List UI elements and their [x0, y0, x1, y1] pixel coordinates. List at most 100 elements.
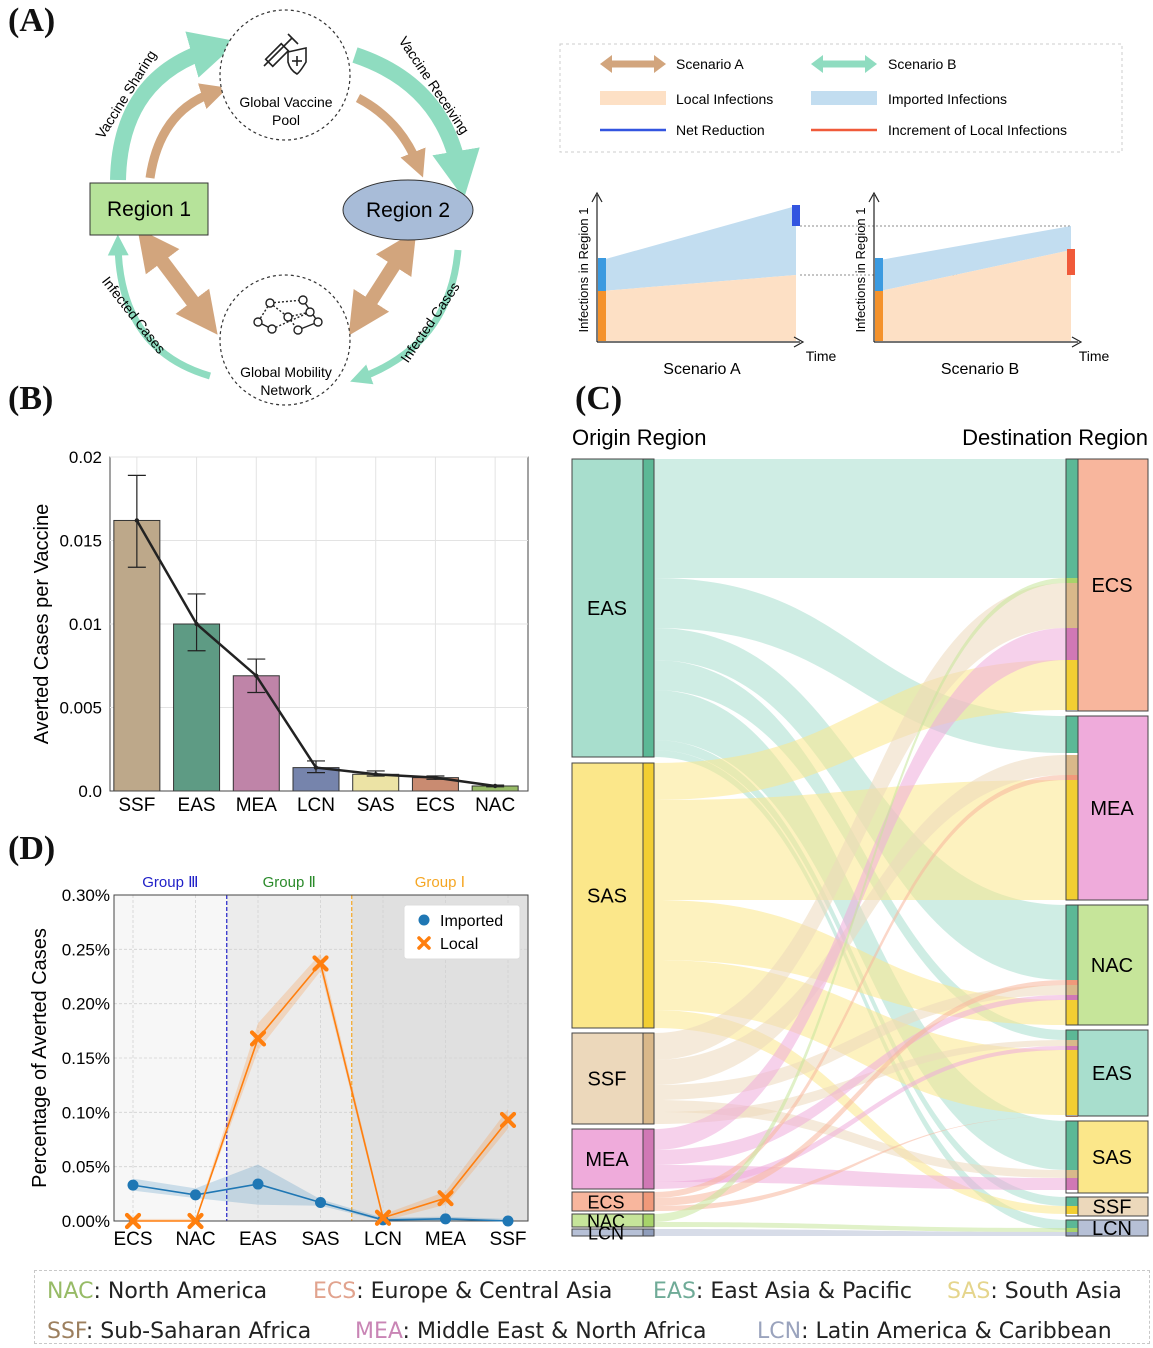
mini-a-xlabel: Time: [806, 348, 837, 364]
dest-node-ssf: [1077, 1196, 1149, 1217]
region-legend-item-eas: EAS: East Asia & Pacific: [653, 1279, 912, 1304]
flow-eas-mea: [654, 578, 1066, 753]
dest-bar-sas: [1065, 1120, 1079, 1194]
region-legend-item-ssf: SSF: Sub-Saharan Africa: [47, 1319, 311, 1344]
group3-background: [114, 895, 227, 1221]
origin-bar-eas: [642, 458, 655, 758]
region-code: LCN: [757, 1319, 802, 1344]
y-tick-label: 0.30%: [62, 886, 110, 905]
bar-lcn: [292, 767, 340, 792]
origin-bar-nac: [642, 1213, 655, 1228]
vaccine-receiving-arrow: [352, 47, 480, 199]
y-tick-label: 0.01: [69, 615, 102, 634]
marker-local: [499, 1111, 517, 1129]
x-tick-label: SSF: [490, 1229, 527, 1250]
legend-scenario-b: Scenario B: [888, 56, 956, 72]
region-name: : Latin America & Caribbean: [801, 1319, 1112, 1344]
y-axis-label: Percentage of Averted Cases: [29, 928, 51, 1188]
flow-nac-ecs: [654, 578, 1066, 1222]
infected-cases-left-arrow: [107, 234, 211, 380]
dest-segment: [1066, 755, 1078, 775]
marker-imported: [315, 1197, 326, 1209]
dest-segment: [1066, 780, 1078, 900]
dest-segment: [1066, 905, 1078, 980]
region-name: : Middle East & North Africa: [402, 1319, 707, 1344]
dest-node-lcn: [1077, 1219, 1149, 1237]
mobility-right-arrow: [348, 230, 417, 336]
y-tick-label: 0.005: [59, 699, 102, 718]
panel-label-b: (B): [8, 380, 54, 417]
receiving-inner-arrow: [355, 94, 426, 178]
region-legend-item-mea: MEA: Middle East & North Africa: [355, 1319, 707, 1344]
bar-ssf: [113, 519, 161, 792]
x-tick-label: ECS: [113, 1229, 152, 1250]
flow-eas-ecs: [654, 459, 1066, 578]
dest-segment: [1066, 1000, 1078, 1025]
x-tick-label: NAC: [175, 1229, 215, 1250]
flow-ecs-nac: [654, 980, 1066, 1206]
y-tick-label: 0.20%: [62, 995, 110, 1014]
group1-background: [351, 895, 528, 1221]
dest-bar-nac: [1065, 904, 1079, 1026]
origin-label-ssf: SSF: [588, 1069, 627, 1091]
region-legend: NAC: North America ECS: Europe & Central …: [34, 1270, 1150, 1344]
x-tick-label: LCN: [364, 1229, 402, 1250]
dest-label-lcn: LCN: [1092, 1218, 1132, 1240]
mobility-label-2: Network: [260, 382, 312, 398]
trend-line: [135, 519, 496, 788]
x-tick-label: SSF: [118, 795, 155, 816]
mobility-left-arrow: [137, 228, 218, 335]
flow-eas-eas: [654, 660, 1066, 1040]
vaccine-pool-label-1: Global Vaccine: [239, 94, 332, 110]
bar-mea: [232, 675, 280, 792]
legend-net-reduction: Net Reduction: [676, 122, 765, 138]
marker-imported: [377, 1214, 389, 1226]
dest-segment: [1066, 1040, 1078, 1046]
plot-area-d: [113, 894, 529, 1222]
bar-eas: [173, 623, 221, 792]
legend-box: [403, 904, 521, 960]
y-tick-label: 0.00%: [62, 1212, 110, 1231]
region-legend-item-nac: NAC: North America: [47, 1279, 267, 1304]
band-local: [133, 953, 508, 1221]
trend-point: [194, 621, 199, 627]
infected-left-label: Infected Cases: [99, 273, 169, 356]
group-label: Group Ⅲ: [142, 874, 198, 891]
origin-label-nac: NAC: [587, 1212, 625, 1232]
panel-label-d: (D): [8, 830, 56, 867]
legend-local-marker: [417, 936, 431, 950]
group-label: Group Ⅱ: [263, 874, 316, 891]
dest-segment: [1066, 578, 1078, 583]
flow-sas-ssf: [654, 1010, 1066, 1214]
y-tick-label: 0.25%: [62, 940, 110, 959]
group-label: Group Ⅰ: [415, 874, 465, 891]
marker-local: [374, 1209, 392, 1226]
flow-lcn-lcn: [654, 1229, 1066, 1236]
mini-b-xlabel: Time: [1079, 348, 1110, 364]
dest-node-eas: [1077, 1029, 1149, 1117]
region2-label: Region 2: [366, 199, 450, 222]
x-tick-label: LCN: [297, 795, 335, 816]
dest-segment: [1066, 1228, 1078, 1232]
legend-local: Local Infections: [676, 91, 773, 107]
dest-label-sas: SAS: [1092, 1147, 1132, 1169]
region-name: : North America: [93, 1279, 268, 1304]
marker-local: [249, 1030, 267, 1047]
mini-a-title: Scenario A: [663, 361, 741, 378]
origin-bar-ecs: [642, 1191, 655, 1212]
flow-mea-ecs: [654, 628, 1066, 1150]
origin-label-ecs: ECS: [587, 1193, 624, 1213]
origin-node-eas: [571, 458, 644, 758]
flow-eas-ssf: [654, 740, 1066, 1206]
dest-bar-ecs: [1065, 458, 1079, 712]
flow-sas-ecs: [654, 660, 1066, 800]
vaccine-receiving-label: Vaccine Receiving: [396, 33, 473, 137]
flow-mea-eas: [654, 1046, 1066, 1189]
marker-local: [187, 1212, 204, 1230]
bar-sas: [352, 773, 400, 792]
origin-node-nac: [571, 1213, 644, 1228]
dest-segment: [1066, 1170, 1078, 1178]
